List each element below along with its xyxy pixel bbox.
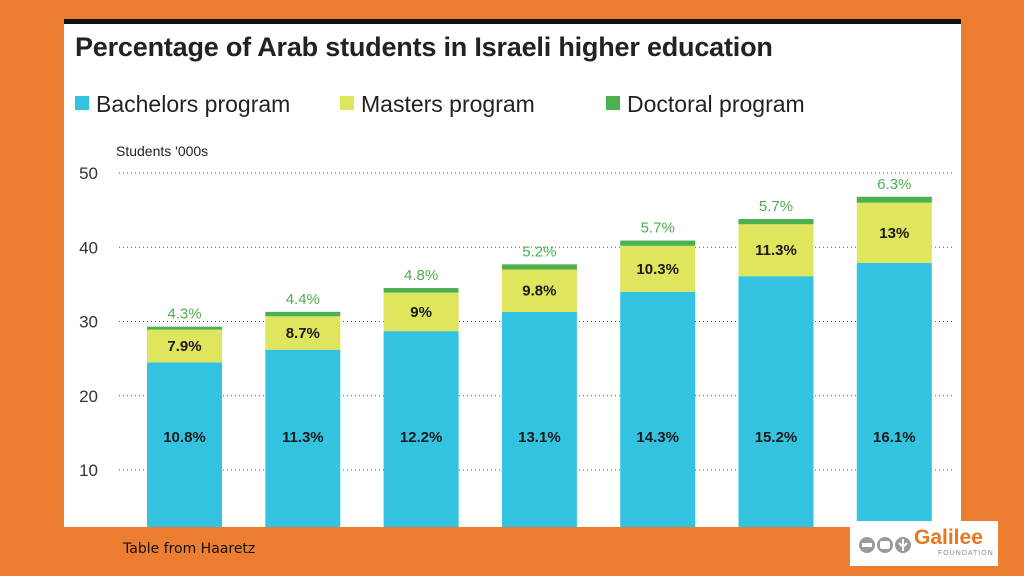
y-tick-label: 40 [79,238,98,257]
source-note: Table from Haaretz [123,541,256,557]
data-label-doctoral: 5.7% [641,220,675,237]
data-label-bachelors: 12.2% [400,429,443,446]
top-rule [64,19,961,24]
chart-title: Percentage of Arab students in Israeli h… [75,32,773,62]
data-label-doctoral: 5.2% [522,243,556,260]
data-label-bachelors: 11.3% [282,429,324,446]
data-label-bachelors: 10.8% [163,429,206,446]
chart-panel: Percentage of Arab students in Israeli h… [64,19,961,527]
legend-label-bachelors: Bachelors program [96,91,291,117]
data-label-masters: 7.9% [167,338,201,355]
data-label-doctoral: 4.3% [167,306,201,323]
legend-label-doctoral: Doctoral program [627,91,805,117]
galilee-foundation-logo: Galilee FOUNDATION [850,521,998,566]
legend-swatch-masters [340,96,354,110]
bar-doctoral [738,219,814,225]
bar-masters [501,269,577,312]
bar-doctoral [501,264,577,270]
y-tick-label: 30 [79,313,98,332]
y-tick-label: 50 [79,164,98,183]
data-label-masters: 13% [879,225,909,242]
bar-doctoral [856,196,932,203]
bar-masters [265,316,341,350]
data-label-bachelors: 15.2% [755,429,798,446]
data-label-masters: 10.3% [636,261,679,278]
legend-label-masters: Masters program [361,91,535,117]
bar-bachelors [620,291,696,527]
bar-doctoral [265,311,341,317]
legend-swatch-bachelors [75,96,89,110]
bar-bachelors [856,262,932,527]
data-label-doctoral: 6.3% [877,176,911,193]
stacked-bar-chart: Students '000s 10 20 30 40 50 10.8% 7.9% 4.3% 11.… [79,143,952,527]
data-label-masters: 9% [410,304,432,321]
data-label-masters: 11.3% [755,242,797,259]
logo-word: Galilee [914,526,983,549]
data-label-bachelors: 16.1% [873,429,916,446]
data-label-bachelors: 14.3% [636,429,679,446]
bar-doctoral [620,240,696,246]
data-label-doctoral: 5.7% [759,198,793,215]
logo-emblem-icon [859,537,911,553]
bar-masters [738,224,814,277]
data-label-bachelors: 13.1% [518,429,561,446]
bar-masters [147,329,222,363]
bar-doctoral [383,288,459,293]
y-axis-label: Students '000s [116,143,208,159]
bar-bachelors [265,349,341,527]
data-label-doctoral: 4.4% [286,291,320,308]
data-label-doctoral: 4.8% [404,267,438,284]
y-tick-label: 10 [79,461,98,480]
bar-bachelors [501,311,577,527]
bar-bachelors [738,276,814,527]
bar-masters [620,245,696,292]
data-label-masters: 8.7% [286,325,320,342]
bar-bachelors [383,331,459,527]
bar-masters [383,292,459,332]
y-tick-label: 20 [79,387,98,406]
legend-swatch-doctoral [606,96,620,110]
bar-masters [856,202,932,263]
logo-subtitle: FOUNDATION [938,550,994,557]
bar-bachelors [147,362,222,527]
data-label-masters: 9.8% [522,283,556,300]
bar-doctoral [147,326,222,330]
